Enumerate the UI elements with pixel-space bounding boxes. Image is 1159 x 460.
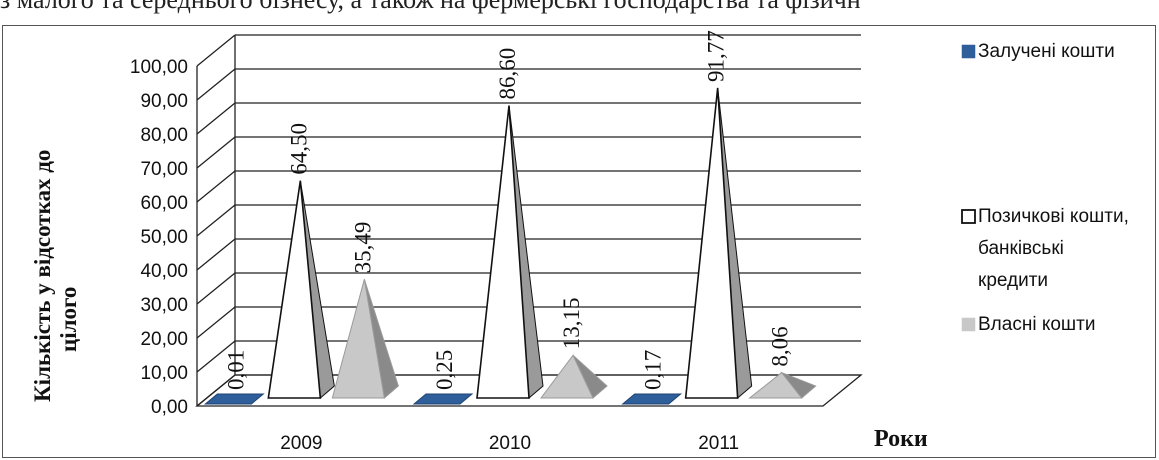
x-tick-label: 2011 bbox=[698, 433, 739, 454]
pyramid-bar bbox=[267, 180, 322, 399]
truncated-text: з малого та середнього бізнесу, а також … bbox=[0, 0, 861, 14]
y-tick-label: 0,00 bbox=[151, 397, 188, 418]
y-tick-label: 40,00 bbox=[140, 261, 188, 282]
legend-swatch bbox=[961, 44, 976, 59]
y-tick-label: 30,00 bbox=[140, 295, 188, 316]
chart-frame bbox=[2, 25, 1156, 458]
side-gridline bbox=[196, 102, 236, 135]
y-tick-label: 10,00 bbox=[140, 363, 188, 384]
data-label: 0,17 bbox=[641, 350, 666, 390]
x-tick-label: 2009 bbox=[280, 433, 322, 454]
y-tick-label: 80,00 bbox=[140, 125, 188, 146]
data-labels: 0,01 64,50 35,49 0,25 86,60 13,15 0,17 91,77 8,0… bbox=[223, 30, 792, 390]
y-tick-label: 60,00 bbox=[140, 193, 188, 214]
axes bbox=[195, 35, 863, 407]
legend-label: Позичкові кошти, bbox=[978, 206, 1129, 227]
x-tick-labels: 2009 2010 2011 bbox=[280, 433, 739, 454]
pyramid-bar bbox=[412, 393, 474, 405]
side-gridline bbox=[196, 340, 236, 373]
side-gridline bbox=[196, 34, 236, 67]
data-label: 86,60 bbox=[495, 48, 520, 100]
pyramid-bar bbox=[540, 354, 594, 399]
data-label: 91,77 bbox=[704, 30, 729, 82]
legend-swatch bbox=[961, 209, 976, 224]
legend-swatch bbox=[961, 317, 976, 332]
side-gridline bbox=[196, 170, 236, 203]
data-label: 35,49 bbox=[350, 222, 375, 274]
y-tick-label: 20,00 bbox=[140, 329, 188, 350]
side-gridline bbox=[196, 204, 236, 237]
y-tick-label: 100,00 bbox=[130, 57, 188, 78]
y-tick-labels: 0,00 10,00 20,00 30,00 40,00 50,00 60,00 70,00 8… bbox=[130, 57, 188, 418]
side-gridline bbox=[196, 68, 236, 101]
legend-label: банківські bbox=[978, 238, 1064, 259]
data-label: 64,50 bbox=[286, 123, 311, 175]
legend: Залучені кошти Позичкові кошти, банківські… bbox=[961, 41, 1129, 335]
chart-floor bbox=[195, 374, 863, 407]
pyramid-bar bbox=[203, 393, 265, 405]
side-gridline bbox=[196, 136, 236, 169]
side-gridline bbox=[196, 306, 236, 339]
side-gridline bbox=[196, 238, 236, 271]
pyramid-bar bbox=[331, 279, 385, 399]
data-label: 13,15 bbox=[559, 298, 584, 350]
y-axis-title-line-1: Кількість у відсотках до bbox=[30, 150, 55, 402]
pyramid-bar bbox=[684, 87, 739, 399]
x-tick-label: 2010 bbox=[489, 433, 531, 454]
legend-label: кредити bbox=[978, 270, 1048, 291]
data-label: 8,06 bbox=[768, 326, 793, 366]
side-gridline bbox=[196, 272, 236, 305]
data-label: 0,01 bbox=[223, 350, 248, 390]
pyramids bbox=[203, 87, 817, 405]
y-tick-label: 90,00 bbox=[140, 91, 188, 112]
legend-label: Залучені кошти bbox=[978, 41, 1115, 62]
y-axis-title-line-2: цілого bbox=[56, 287, 81, 352]
legend-label: Власні кошти bbox=[978, 314, 1095, 335]
pyramid-bar bbox=[476, 105, 530, 399]
data-label: 0,25 bbox=[432, 350, 457, 390]
pyramid-bar bbox=[621, 393, 683, 405]
y-tick-label: 50,00 bbox=[140, 227, 188, 248]
pyramid-bar bbox=[748, 371, 803, 399]
x-axis-title: Роки bbox=[874, 426, 928, 452]
y-tick-label: 70,00 bbox=[140, 159, 188, 180]
truncated-text-line: з малого та середнього бізнесу, а також … bbox=[0, 0, 1159, 14]
